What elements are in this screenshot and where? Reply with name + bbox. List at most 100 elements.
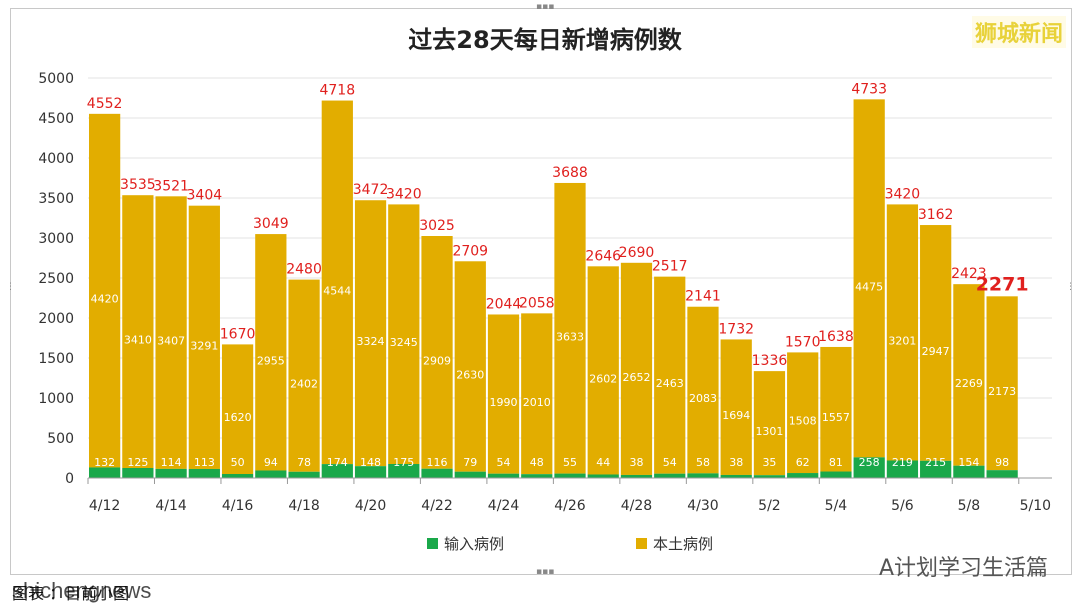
- bar-local: [986, 296, 1018, 471]
- label-imported: 58: [696, 456, 710, 469]
- label-local: 2947: [922, 345, 950, 358]
- label-local: 1557: [822, 411, 850, 424]
- label-local: 4420: [91, 293, 119, 306]
- brand-label: 狮城新闻: [971, 16, 1066, 48]
- label-local: 1694: [722, 409, 750, 422]
- bar-imported: [122, 468, 154, 478]
- bar-imported: [986, 470, 1018, 478]
- label-total: 2690: [619, 245, 655, 261]
- bar-local: [388, 204, 420, 464]
- bar-local: [155, 196, 187, 469]
- label-total: 1570: [785, 334, 821, 350]
- label-local: 4475: [855, 280, 883, 293]
- y-axis: 0 500 1000 1500 2000 2500 3000 3500 4000 4500 5000: [38, 71, 74, 487]
- bar-imported: [421, 468, 453, 478]
- x-tick-label: 5/4: [825, 498, 848, 514]
- label-imported: 79: [463, 456, 477, 469]
- label-local: 3201: [888, 334, 916, 347]
- label-local: 3324: [357, 335, 385, 348]
- label-total: 3049: [253, 216, 289, 232]
- label-local: 2652: [622, 371, 650, 384]
- label-imported: 54: [663, 456, 677, 469]
- label-total: 3404: [187, 188, 223, 204]
- bar-imported: [255, 470, 287, 478]
- label-local: 3633: [556, 330, 584, 343]
- label-imported: 113: [194, 456, 215, 469]
- label-local: 2955: [257, 354, 285, 367]
- label-imported: 62: [796, 456, 810, 469]
- label-imported: 219: [892, 456, 913, 469]
- bar-imported: [521, 474, 553, 478]
- label-imported: 154: [958, 456, 979, 469]
- bar-local: [454, 261, 486, 472]
- bar-local: [820, 346, 852, 472]
- bar-imported: [354, 466, 387, 478]
- bar-local: [687, 306, 719, 474]
- bar-local: [620, 262, 653, 475]
- bar-local: [554, 182, 586, 474]
- y-tick-label: 2000: [38, 311, 74, 327]
- resize-handle-left[interactable]: ⋮: [6, 282, 15, 292]
- y-tick-label: 3000: [38, 231, 74, 247]
- label-imported: 258: [859, 456, 880, 469]
- label-local: 2602: [589, 372, 617, 385]
- label-local: 1301: [755, 425, 783, 438]
- bar-imported: [587, 474, 619, 478]
- bar-imported: [321, 464, 353, 478]
- watermark-left: shichengnews: [12, 578, 152, 603]
- label-local: 3407: [157, 335, 185, 348]
- bar-imported: [188, 468, 220, 478]
- label-total: 3420: [386, 186, 422, 202]
- bar-local: [920, 225, 952, 461]
- bar-local: [953, 284, 985, 466]
- label-imported: 81: [829, 456, 843, 469]
- legend-label-local: 本土病例: [653, 535, 713, 553]
- resize-handle-bottom[interactable]: ▪▪▪: [536, 567, 555, 577]
- bar-local: [354, 200, 387, 467]
- label-imported: 35: [762, 456, 776, 469]
- label-imported: 174: [327, 456, 348, 469]
- label-total: 3688: [552, 165, 588, 181]
- bar-imported: [853, 457, 885, 478]
- x-tick-label: 4/24: [488, 498, 520, 514]
- bar-imported: [886, 460, 919, 478]
- x-tick-label: 5/6: [891, 498, 914, 514]
- bar-local: [587, 266, 619, 475]
- label-imported: 50: [231, 456, 245, 469]
- legend: 输入病例 本土病例: [427, 535, 713, 553]
- label-local: 4544: [323, 284, 351, 297]
- label-local: 2463: [656, 377, 684, 390]
- bar-local: [89, 113, 121, 468]
- bar-local: [720, 339, 752, 475]
- label-imported: 55: [563, 456, 577, 469]
- label-local: 2269: [955, 377, 983, 390]
- label-local: 1990: [490, 396, 518, 409]
- label-imported: 38: [629, 456, 643, 469]
- label-total: 3025: [419, 218, 455, 234]
- y-tick-label: 500: [47, 431, 74, 447]
- bar-imported: [720, 474, 752, 478]
- label-total: 1670: [220, 326, 256, 342]
- label-total: 3472: [353, 182, 389, 198]
- bar-imported: [654, 473, 686, 478]
- label-local: 2010: [523, 396, 551, 409]
- y-tick-label: 0: [65, 471, 74, 487]
- bar-local: [255, 234, 287, 471]
- label-total: 2709: [452, 243, 488, 259]
- bar-imported: [753, 475, 786, 478]
- label-total: 1638: [818, 329, 854, 345]
- resize-handle-right[interactable]: ⋮: [1066, 282, 1075, 292]
- label-total: 2423: [951, 266, 987, 282]
- label-total: 2517: [652, 259, 688, 275]
- bar-imported: [820, 471, 852, 478]
- label-total: 3535: [120, 177, 156, 193]
- bar-local: [288, 279, 320, 472]
- label-local: 2402: [290, 378, 318, 391]
- resize-handle-top[interactable]: ▪▪▪: [536, 2, 555, 12]
- bar-local: [654, 276, 686, 474]
- label-total: 4718: [319, 83, 355, 99]
- label-local: 1620: [224, 411, 252, 424]
- label-imported: 44: [596, 456, 610, 469]
- label-local: 2909: [423, 354, 451, 367]
